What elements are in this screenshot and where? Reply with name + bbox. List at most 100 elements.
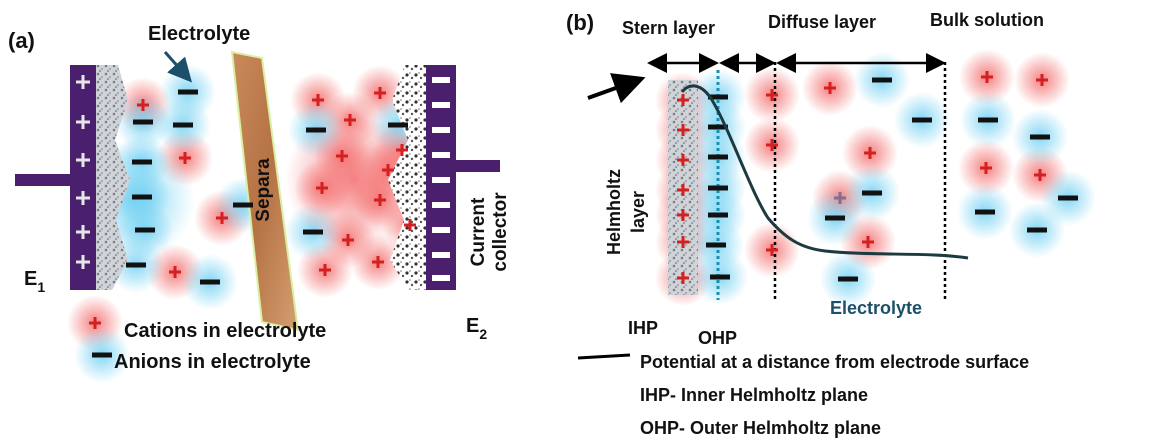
anion-sign — [132, 159, 152, 165]
electrode-minus — [432, 177, 450, 183]
electrode-minus — [432, 152, 450, 158]
electrode-minus — [432, 127, 450, 133]
electrode-minus — [432, 275, 450, 281]
cation-sign — [770, 244, 774, 256]
porous-layer-right — [388, 65, 426, 290]
cation-sign — [681, 236, 685, 248]
cation-sign — [220, 212, 224, 224]
anion-sign — [708, 124, 728, 130]
cation-sign — [400, 144, 404, 156]
electrode-minus — [432, 102, 450, 108]
region-label: Diffuse layer — [768, 12, 876, 32]
electrode-plus — [81, 255, 85, 269]
cation-sign — [681, 94, 685, 106]
anion-sign — [92, 352, 112, 358]
anion-sign — [200, 279, 220, 285]
cation-sign — [408, 219, 412, 231]
cation-sign — [183, 152, 187, 164]
cation-sign — [376, 256, 380, 268]
cation-sign — [316, 94, 320, 106]
anion-sign — [708, 154, 728, 160]
cation-sign — [1040, 74, 1044, 86]
region-label: Bulk solution — [930, 10, 1044, 30]
electrode-minus — [432, 77, 450, 83]
cation-sign — [141, 99, 145, 111]
legend-line — [577, 353, 631, 360]
anion-sign — [126, 262, 146, 268]
cation-sign — [681, 209, 685, 221]
anion-sign — [975, 209, 995, 215]
ohp-label: OHP — [698, 328, 737, 348]
cation-sign — [868, 147, 872, 159]
anion-sign — [708, 185, 728, 191]
anion-sign — [178, 89, 198, 95]
anion-sign — [838, 276, 858, 282]
cation-glow — [285, 110, 425, 250]
separator-label: Separa — [253, 158, 274, 222]
cation-sign — [681, 184, 685, 196]
label: Electrolyte — [148, 23, 250, 45]
anion-sign — [1030, 134, 1050, 140]
anion-sign — [1027, 227, 1047, 233]
electrode-left — [70, 65, 96, 290]
cation-sign — [378, 194, 382, 206]
ion-signs — [76, 71, 1078, 358]
cation-sign — [770, 139, 774, 151]
anion-sign — [708, 212, 728, 218]
electrode-plus — [81, 225, 85, 239]
legend-text: Potential at a distance from electrode s… — [640, 352, 1029, 372]
pointer-arrow-b — [587, 73, 646, 104]
anion-sign — [710, 274, 730, 280]
panel-label: (a) — [8, 28, 35, 53]
pointer-arrow — [163, 51, 192, 83]
helmholtz-label: layer — [628, 191, 648, 233]
cation-sign — [828, 82, 832, 94]
cation-sign — [93, 317, 97, 329]
anion-sign — [978, 117, 998, 123]
cation-sign — [985, 71, 989, 83]
lead-left — [15, 174, 72, 186]
anion-sign — [233, 202, 253, 208]
anion-sign — [306, 127, 326, 133]
anion-sign — [912, 117, 932, 123]
electrode-plus — [81, 153, 85, 167]
anion-sign — [135, 227, 155, 233]
cation-sign — [866, 236, 870, 248]
collector-label: collector — [490, 192, 511, 272]
collector-label: Current — [468, 197, 489, 266]
cation-sign — [346, 234, 350, 246]
legend-text: Anions in electrolyte — [114, 351, 311, 373]
anion-sign — [1058, 195, 1078, 201]
panel-label: (b) — [566, 10, 594, 35]
helmholtz-label: Helmholtz — [604, 169, 624, 255]
anion-sign — [388, 122, 408, 128]
electrode-minus — [432, 252, 450, 258]
electrode-plus — [81, 75, 85, 89]
cation-sign — [340, 150, 344, 162]
separator — [230, 50, 300, 332]
anion-sign — [303, 229, 323, 235]
anion-sign — [708, 94, 728, 100]
cation-sign — [173, 266, 177, 278]
cation-sign — [984, 162, 988, 174]
anion-sign — [133, 119, 153, 125]
anion-sign — [706, 242, 726, 248]
anion-sign — [173, 122, 193, 128]
cation-sign — [1038, 169, 1042, 181]
anion-sign — [825, 215, 845, 221]
cation-sign — [681, 154, 685, 166]
anion-sign — [132, 194, 152, 200]
ihp-label: IHP — [628, 318, 658, 338]
anion-sign — [872, 77, 892, 83]
cation-sign — [681, 124, 685, 136]
legend-text: OHP- Outer Helmholtz plane — [640, 418, 881, 438]
electrode-minus — [432, 227, 450, 233]
cation-sign — [770, 89, 774, 101]
electrolyte-label: Electrolyte — [830, 298, 922, 318]
cation-sign — [348, 114, 352, 126]
electrode-plus — [81, 191, 85, 205]
cation-sign — [320, 182, 324, 194]
potential-curve — [680, 84, 969, 260]
porous-layer-left — [96, 65, 130, 290]
